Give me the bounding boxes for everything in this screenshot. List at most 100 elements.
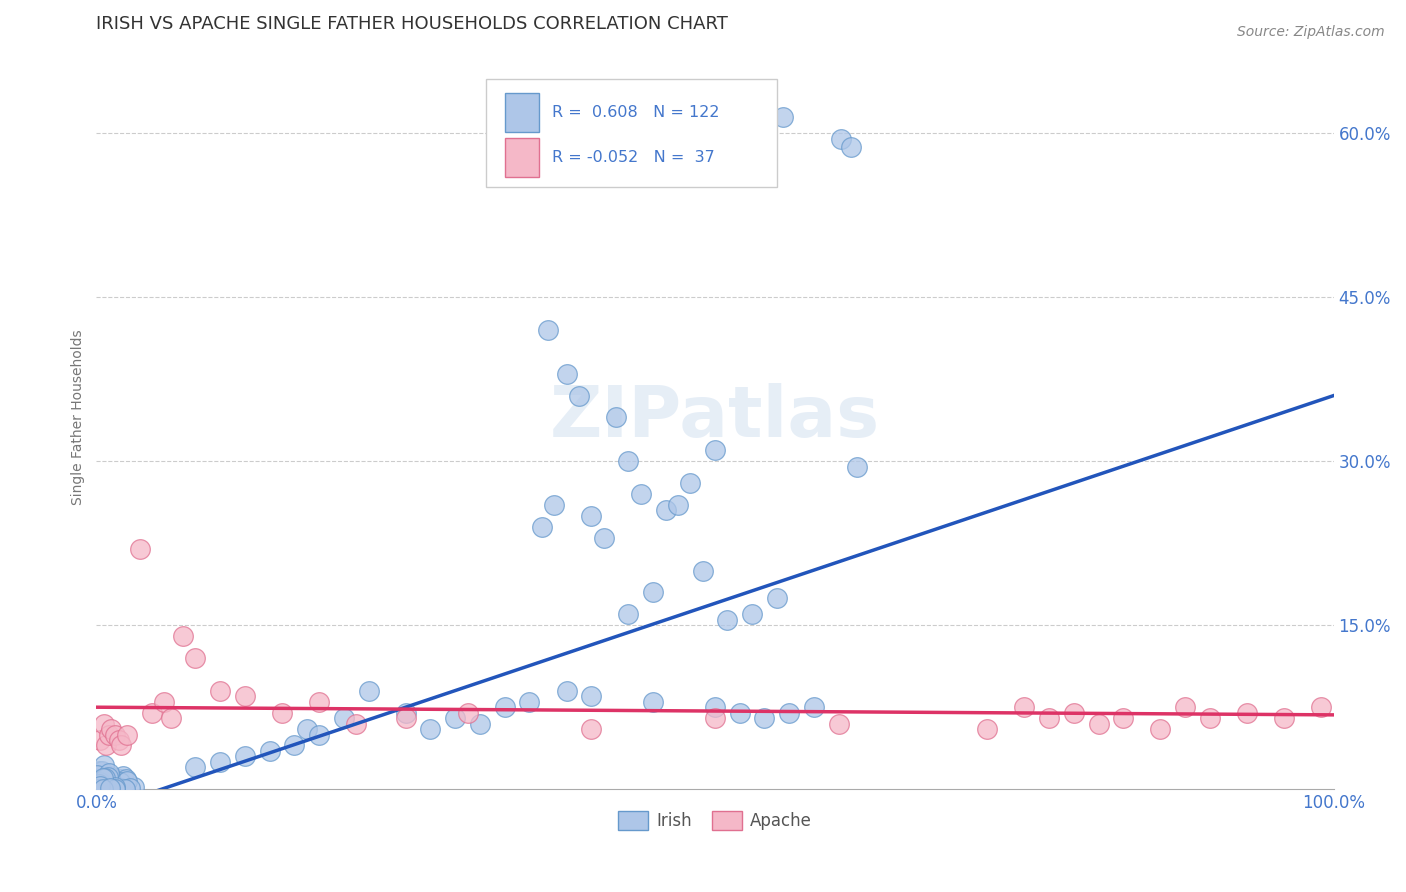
Point [89, 779, 111, 793]
Point [395, 706, 418, 720]
Point [679, 476, 702, 491]
Point [295, 722, 318, 736]
Text: ZIPatlas: ZIPatlas [550, 383, 880, 452]
Text: Source: ZipAtlas.com: Source: ZipAtlas.com [1237, 25, 1385, 39]
Point [184, 760, 207, 774]
Point [90, 781, 112, 796]
Point [153, 695, 176, 709]
Point [90, 772, 112, 787]
Point [555, 367, 578, 381]
FancyBboxPatch shape [505, 94, 540, 132]
FancyBboxPatch shape [505, 138, 540, 177]
Point [494, 700, 516, 714]
Point [86, 768, 108, 782]
Point [141, 706, 163, 720]
Point [115, 773, 138, 788]
Point [91, 782, 114, 797]
Point [108, 772, 131, 786]
Point [543, 498, 565, 512]
Point [93, 781, 115, 796]
Point [530, 520, 553, 534]
Point [86, 780, 108, 794]
Point [537, 323, 560, 337]
Point [91, 776, 114, 790]
Point [772, 110, 794, 124]
Point [468, 716, 491, 731]
Point [87, 764, 110, 778]
Point [110, 739, 132, 753]
Point [90, 777, 112, 791]
Point [643, 585, 665, 599]
Point [555, 683, 578, 698]
Point [395, 711, 418, 725]
Point [89, 733, 111, 747]
Point [419, 722, 441, 736]
Text: IRISH VS APACHE SINGLE FATHER HOUSEHOLDS CORRELATION CHART: IRISH VS APACHE SINGLE FATHER HOUSEHOLDS… [97, 15, 728, 33]
Point [803, 700, 825, 714]
Point [94, 778, 117, 792]
Point [357, 683, 380, 698]
Point [91, 781, 114, 796]
Text: R = -0.052   N =  37: R = -0.052 N = 37 [551, 150, 714, 165]
Point [86, 780, 108, 795]
Point [87, 772, 110, 787]
Point [86, 780, 108, 795]
Point [1149, 722, 1171, 736]
Point [93, 758, 115, 772]
Point [1112, 711, 1135, 725]
Point [976, 722, 998, 736]
Point [90, 782, 112, 797]
Point [90, 779, 112, 793]
Point [766, 591, 789, 605]
Point [91, 772, 114, 786]
Point [1174, 700, 1197, 714]
Point [93, 780, 115, 795]
Point [97, 778, 120, 792]
Point [89, 775, 111, 789]
Point [444, 711, 467, 725]
Point [97, 780, 120, 795]
Point [741, 607, 763, 622]
Point [128, 541, 150, 556]
Point [89, 772, 111, 787]
Point [98, 781, 121, 796]
Point [96, 779, 118, 793]
Point [86, 778, 108, 792]
Point [89, 777, 111, 791]
Point [704, 711, 727, 725]
Point [104, 780, 127, 794]
Point [1199, 711, 1222, 725]
Point [1087, 716, 1109, 731]
Point [209, 683, 232, 698]
Point [519, 695, 541, 709]
Point [90, 772, 112, 787]
Point [605, 410, 627, 425]
Point [117, 727, 139, 741]
Point [91, 779, 114, 793]
Point [828, 716, 851, 731]
Point [100, 781, 122, 796]
Point [271, 706, 294, 720]
Point [87, 781, 110, 796]
Point [100, 722, 122, 736]
Point [87, 773, 110, 788]
Point [100, 781, 122, 796]
Point [172, 629, 194, 643]
Point [333, 711, 356, 725]
FancyBboxPatch shape [486, 79, 778, 187]
Point [104, 727, 127, 741]
Point [1310, 700, 1333, 714]
Point [108, 775, 131, 789]
Point [643, 695, 665, 709]
Point [89, 775, 111, 789]
Point [778, 706, 800, 720]
Point [692, 564, 714, 578]
Point [716, 613, 738, 627]
Point [89, 771, 111, 785]
Point [830, 131, 852, 145]
Point [666, 498, 689, 512]
Point [617, 454, 640, 468]
Point [91, 780, 114, 794]
Point [103, 781, 125, 796]
Point [1038, 711, 1060, 725]
